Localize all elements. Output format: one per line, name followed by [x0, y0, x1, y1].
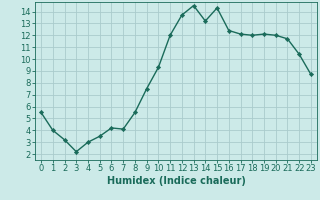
- X-axis label: Humidex (Indice chaleur): Humidex (Indice chaleur): [107, 176, 245, 186]
